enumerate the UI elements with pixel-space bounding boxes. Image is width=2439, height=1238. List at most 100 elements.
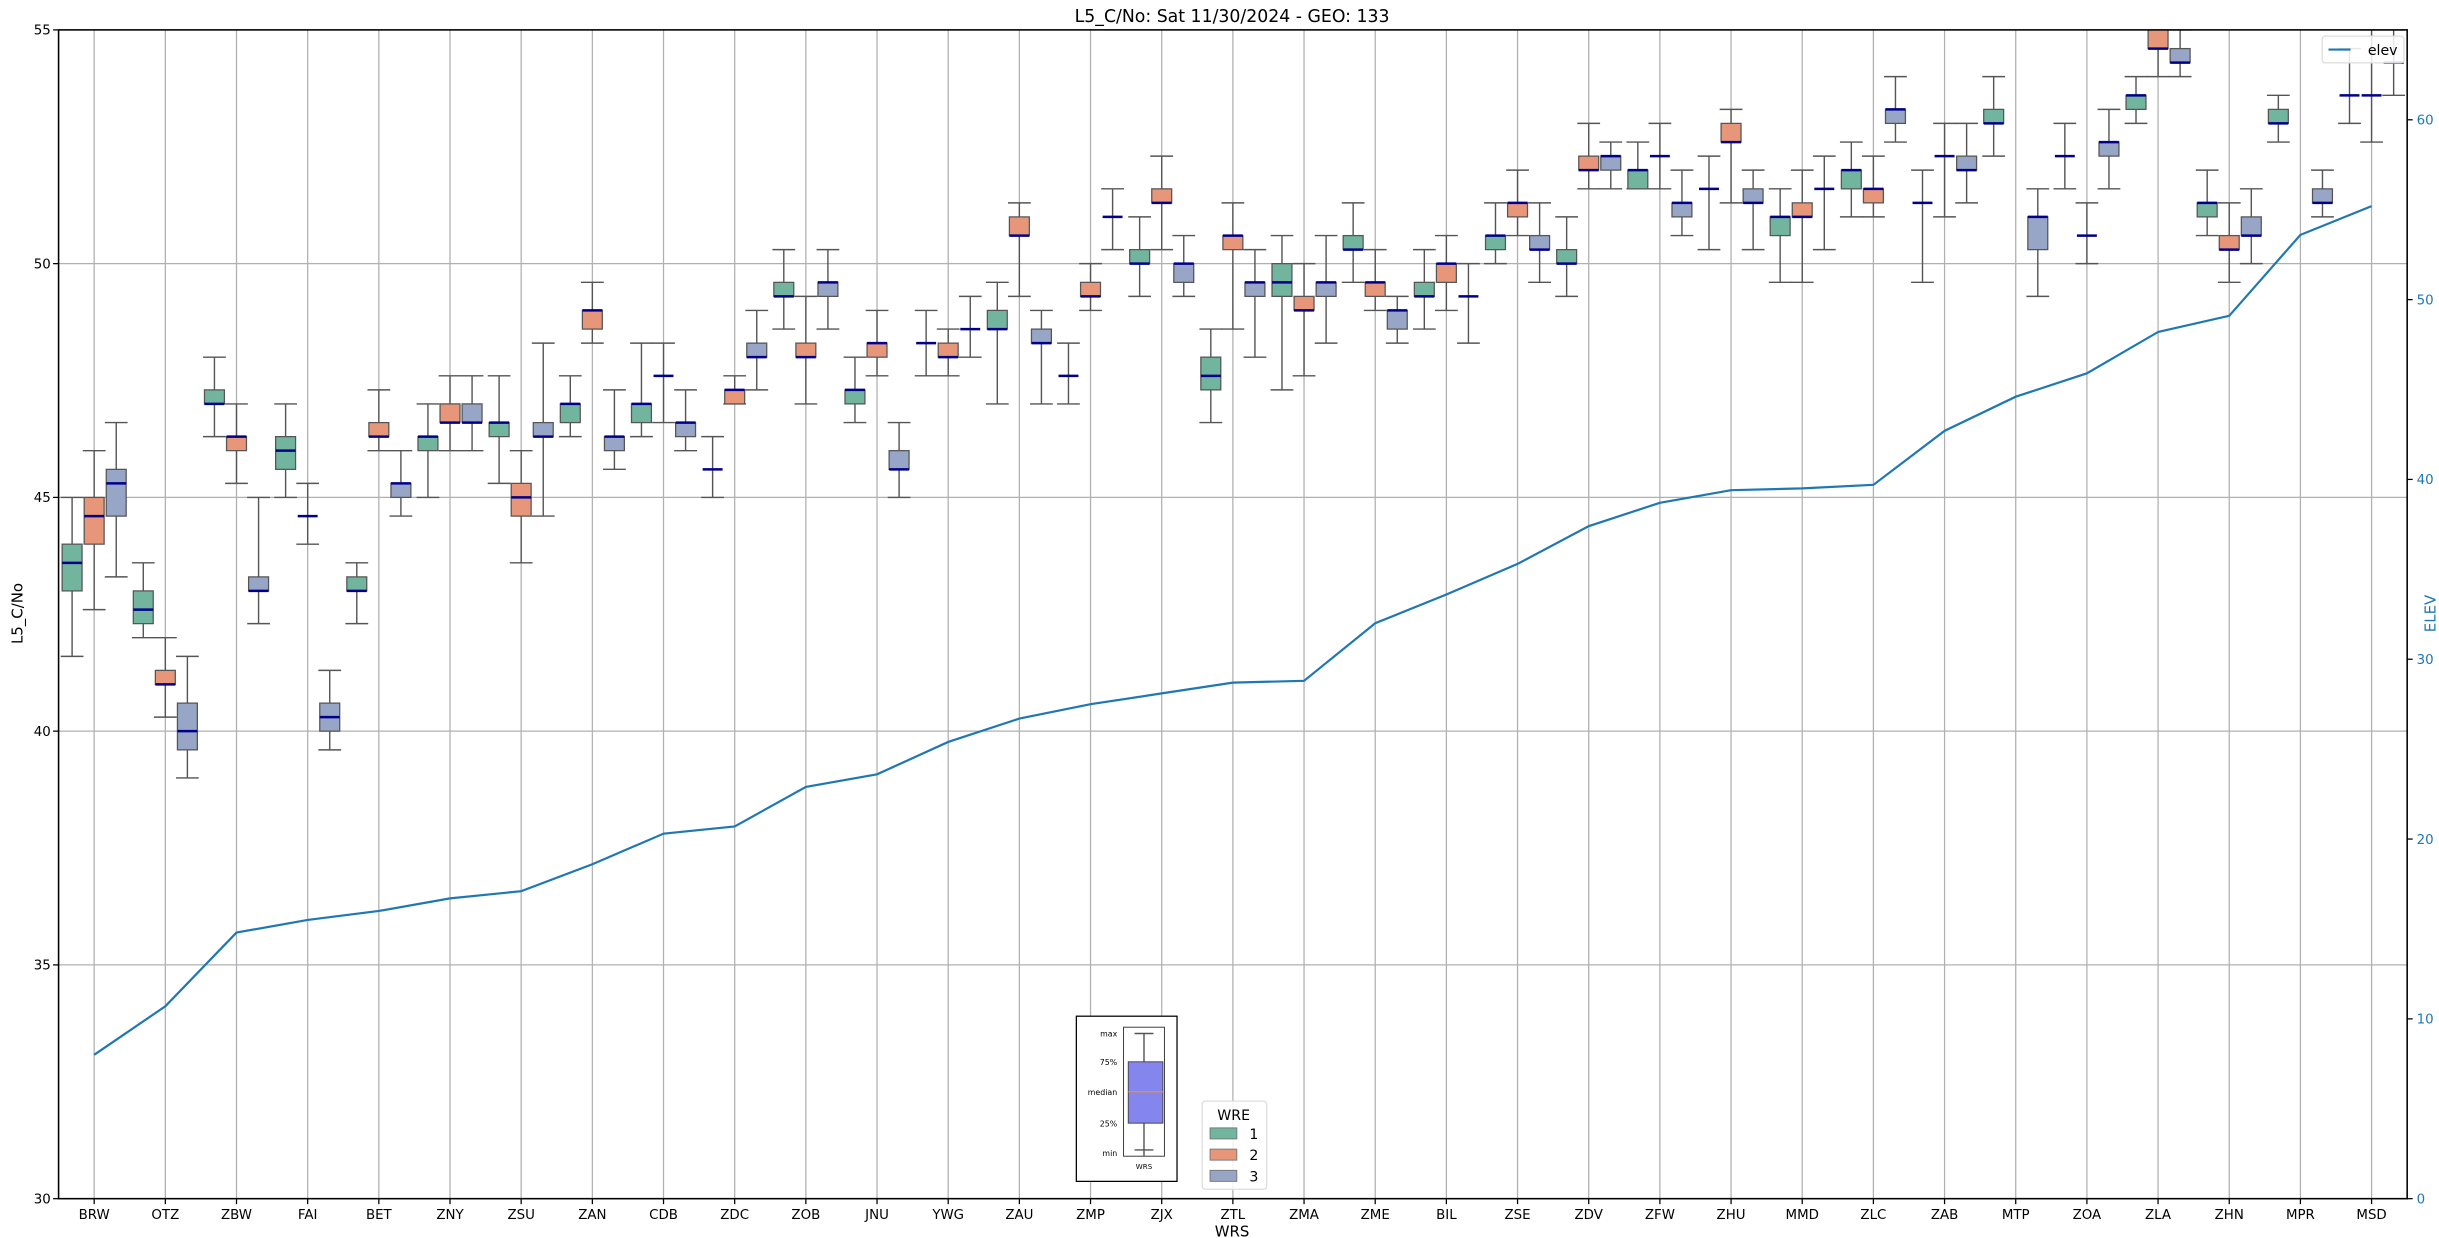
iqr-box (866, 342, 888, 358)
x-tick-label: ZMA (1289, 1208, 1320, 1223)
iqr-box (154, 669, 176, 686)
iqr-box (1222, 234, 1244, 251)
box-wre2-zmp (1079, 262, 1102, 312)
box-wre1-zhu (1697, 155, 1721, 251)
x-tick-label: ZLC (1860, 1208, 1886, 1223)
box-wre2-bet (367, 389, 391, 452)
iqr-box (603, 435, 626, 452)
x-tick-label: ZAB (1931, 1208, 1958, 1223)
iqr-box (1742, 188, 1764, 204)
box-wre1-jnu (843, 356, 867, 424)
x-tick-label: OTZ (151, 1208, 179, 1223)
iqr-box (1484, 234, 1507, 251)
x-tick-label: JNU (864, 1208, 889, 1223)
box-wre2-zdc (723, 375, 747, 405)
iqr-box (1079, 281, 1102, 298)
x-tick-label: ZBW (221, 1208, 252, 1223)
iqr-box (1008, 216, 1030, 237)
box-wre3-zab (1955, 122, 1979, 204)
x-tick-label: MTP (2002, 1208, 2030, 1223)
box-wre3-zjx (1172, 234, 1196, 298)
iqr-box (176, 702, 198, 751)
iqr-box (2311, 188, 2334, 204)
iqr-box (1413, 281, 1435, 298)
iqr-box (2125, 94, 2147, 110)
iqr-box (105, 468, 127, 517)
box-wre3-zdc (745, 309, 769, 391)
iqr-box (1435, 263, 1457, 283)
x-tick-label: MSD (2356, 1208, 2386, 1223)
iqr-box (746, 342, 768, 358)
x-tick-label: FAI (298, 1208, 318, 1223)
iqr-box (1315, 281, 1337, 298)
x-axis-label: WRS (1215, 1222, 1250, 1238)
iqr-box (1720, 122, 1742, 143)
iqr-box (2218, 234, 2240, 251)
box-wre2-mmd (1790, 169, 1814, 284)
wre-legend: WRE 1 2 3 (1201, 1100, 1268, 1190)
box-wre3-zhn (2239, 188, 2263, 265)
box-wre1-ztl (1199, 328, 1223, 424)
box-wre3-zse (1528, 202, 1551, 284)
x-tick-label: MPR (2286, 1208, 2315, 1223)
box-wre3-zhu (1741, 169, 1765, 251)
y-axis-right-label: ELEV (2421, 594, 2439, 632)
legend-title: WRE (1217, 1108, 1250, 1124)
x-tick-label: BRW (79, 1208, 110, 1223)
box-wre1-bil (1412, 248, 1436, 330)
x-tick-label: ZJX (1151, 1208, 1173, 1223)
x-tick-label: ZFW (1645, 1208, 1675, 1223)
iqr-box (368, 421, 390, 438)
box-wre2-zsu (509, 449, 533, 564)
elev-legend: elev (2321, 35, 2405, 64)
iqr-box (83, 496, 105, 545)
box-wre3-cdb (674, 389, 697, 452)
x-tick-label: ZTL (1220, 1208, 1245, 1223)
box-wre1-zab (1911, 169, 1934, 284)
iqr-box (817, 281, 839, 298)
box-wre3-zob (816, 248, 840, 330)
box-wre3-zlc (1884, 75, 1907, 143)
iqr-box (1578, 155, 1600, 171)
iqr-box (1200, 356, 1222, 391)
iqr-box (1791, 202, 1813, 218)
iqr-box (630, 403, 653, 424)
box-wre1-zdv (1555, 216, 1579, 298)
iqr-box (2098, 141, 2120, 157)
legend-swatch-wre2 (1209, 1148, 1238, 1161)
x-axis: BRW OTZ ZBW FAI BET ZNY ZSU ZAN CDB ZDC ZOB JNU YWG Z… (79, 1198, 2387, 1223)
box-wre3-mpr (2311, 169, 2334, 218)
iqr-box (2147, 29, 2169, 50)
y-tick-label: 40 (34, 725, 51, 740)
iqr-box (132, 590, 154, 625)
box-wre3-zbw (247, 496, 270, 625)
box-wre3-zfw (1670, 169, 1694, 237)
box-wre1-zau (985, 281, 1009, 405)
box-wre2-cdb (652, 342, 675, 424)
box-wre1-zob (772, 248, 796, 330)
x-tick-label: ZSE (1505, 1208, 1531, 1223)
y-tick-label: 55 (34, 24, 51, 39)
box-wre3-brw (104, 421, 128, 578)
iqr-box (674, 421, 697, 438)
iqr-box (417, 435, 439, 452)
iqr-box (1627, 169, 1649, 190)
box-wre3-zny (460, 375, 484, 452)
box-wre1-otz (131, 562, 155, 639)
y-tick-label: 50 (34, 257, 51, 272)
box-wre3-ywg (958, 295, 982, 358)
box-wre1-zan (558, 375, 582, 438)
legend-swatch-wre1 (1209, 1127, 1238, 1140)
elev-legend-label: elev (2368, 43, 2398, 59)
iqr-box (1884, 108, 1907, 125)
y-axis-left: 30 35 40 45 50 55 (34, 24, 59, 1207)
box-wre1-zmp (1057, 342, 1080, 405)
iqr-box (1769, 216, 1791, 237)
box-wre2-zab (1933, 122, 1956, 218)
iqr-box (2169, 47, 2191, 64)
box-wre1-zma (1270, 234, 1294, 391)
iqr-box (888, 450, 910, 470)
y-right-tick-label: 10 (2417, 1013, 2434, 1028)
box-wre1-mpr (2266, 94, 2290, 143)
